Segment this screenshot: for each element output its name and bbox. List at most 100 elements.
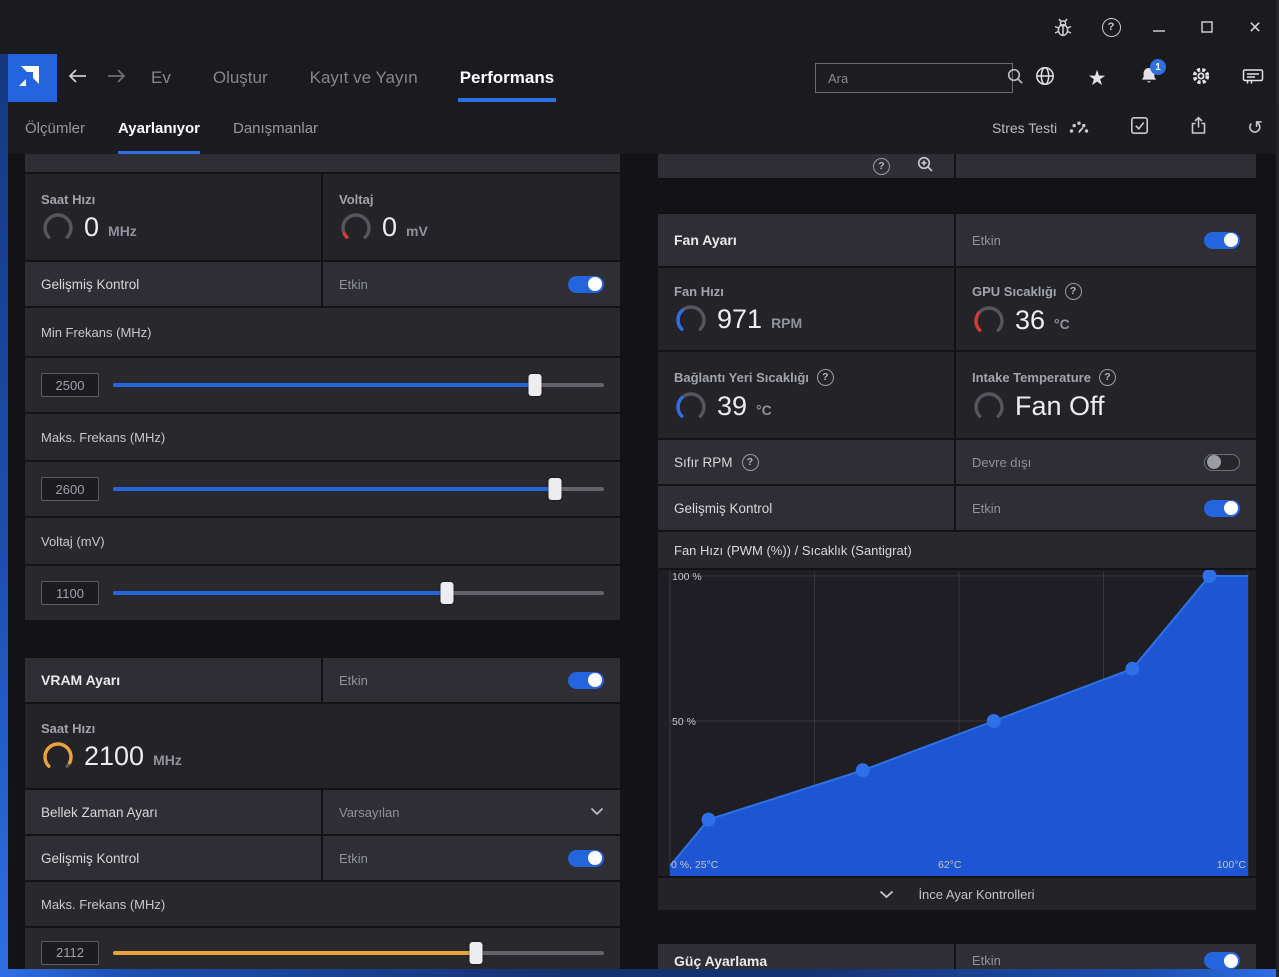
gpu-device-button[interactable] bbox=[1227, 54, 1279, 102]
share-export-button[interactable] bbox=[1188, 115, 1209, 141]
vram-clock-value: 2100 bbox=[84, 741, 145, 771]
min-freq-slider[interactable] bbox=[113, 374, 604, 396]
search-input[interactable] bbox=[826, 69, 1006, 87]
fan-curve-plot[interactable] bbox=[658, 570, 1256, 876]
vram-toggle[interactable] bbox=[568, 671, 604, 689]
fan-toggle[interactable] bbox=[1204, 231, 1240, 249]
intake-temp-metric: Intake Temperature ? Fan Off bbox=[956, 352, 1256, 438]
gpu-temp-help-icon[interactable]: ? bbox=[1064, 282, 1082, 300]
fan-curve-point[interactable] bbox=[986, 714, 1001, 728]
minimize-icon bbox=[1150, 18, 1168, 36]
tab-create[interactable]: Oluştur bbox=[212, 68, 268, 87]
maximize-button[interactable] bbox=[1183, 6, 1231, 48]
gpu-advanced-control-toggle[interactable] bbox=[568, 275, 604, 293]
tab-tuning[interactable]: Ayarlanıyor bbox=[118, 102, 200, 154]
stress-test-button[interactable]: Stres Testi bbox=[992, 117, 1091, 140]
tab-record-stream[interactable]: Kayıt ve Yayın bbox=[309, 68, 418, 87]
vram-clock-label: Saat Hızı bbox=[41, 720, 96, 736]
vram-max-freq-label: Maks. Frekans (MHz) bbox=[41, 896, 166, 912]
voltage-slider-label: Voltaj (mV) bbox=[41, 533, 105, 549]
tab-home[interactable]: Ev bbox=[151, 68, 171, 87]
forward-button[interactable] bbox=[97, 54, 137, 102]
web-browser-button[interactable] bbox=[1019, 54, 1071, 102]
fan-curve-chart[interactable]: 100 % 50 % 0 %, 25°C 62°C 100°C bbox=[658, 570, 1256, 876]
tab-metrics[interactable]: Ölçümler bbox=[25, 119, 86, 137]
max-freq-input[interactable] bbox=[41, 477, 99, 501]
clipped-row-top-right: ? bbox=[658, 154, 1256, 178]
gpu-clock-metric: Saat Hızı 0 MHz bbox=[25, 174, 323, 260]
zero-rpm-label: Sıfır RPM bbox=[674, 454, 733, 470]
zero-rpm-toggle[interactable] bbox=[1204, 453, 1240, 471]
memory-timing-dropdown[interactable]: Varsayılan bbox=[323, 790, 620, 834]
apply-profile-button[interactable] bbox=[1129, 115, 1150, 141]
fan-curve-title: Fan Hızı (PWM (%)) / Sıcaklık (Santigrat… bbox=[674, 542, 912, 558]
help-circle-icon[interactable]: ? bbox=[873, 157, 890, 175]
fan-curve-point[interactable] bbox=[701, 812, 716, 827]
tab-performance[interactable]: Performans bbox=[457, 54, 557, 102]
forward-arrow-icon bbox=[106, 67, 128, 90]
fan-status: Etkin bbox=[972, 232, 1001, 248]
vram-max-freq-slider[interactable] bbox=[113, 941, 604, 964]
back-button[interactable] bbox=[57, 54, 97, 102]
power-toggle[interactable] bbox=[1204, 952, 1240, 969]
close-button[interactable]: × bbox=[1231, 6, 1279, 48]
title-bar: ? × bbox=[0, 0, 1279, 54]
vram-advanced-control-row: Gelişmiş Kontrol Etkin bbox=[25, 836, 620, 880]
tab-advisors[interactable]: Danışmanlar bbox=[233, 119, 319, 137]
vram-clock-gauge-icon bbox=[41, 740, 75, 774]
vram-advanced-control-toggle[interactable] bbox=[568, 849, 604, 867]
min-freq-label-row: Min Frekans (MHz) bbox=[25, 308, 620, 356]
fan-advanced-control-status: Etkin bbox=[972, 500, 1001, 516]
bug-report-button[interactable] bbox=[1039, 6, 1087, 48]
settings-button[interactable] bbox=[1175, 54, 1227, 102]
fan-advanced-control-label: Gelişmiş Kontrol bbox=[674, 500, 773, 516]
junction-temp-help-icon[interactable]: ? bbox=[816, 368, 834, 386]
fan-speed-gauge-icon bbox=[674, 303, 708, 337]
zero-rpm-status: Devre dışı bbox=[972, 454, 1032, 470]
help-button[interactable]: ? bbox=[1087, 6, 1135, 48]
maximize-icon bbox=[1198, 18, 1216, 36]
voltage-input[interactable] bbox=[41, 581, 99, 605]
amd-adrenalin-logo-icon bbox=[14, 61, 44, 96]
x-tick-left: 0 %, 25°C bbox=[671, 859, 719, 871]
zero-rpm-row: Sıfır RPM ? Devre dışı bbox=[658, 440, 1256, 484]
intake-temp-help-icon[interactable]: ? bbox=[1098, 368, 1116, 386]
globe-icon bbox=[1034, 65, 1056, 92]
fan-curve-point[interactable] bbox=[855, 763, 870, 778]
max-freq-label: Maks. Frekans (MHz) bbox=[41, 429, 166, 445]
gpu-temp-gauge-icon bbox=[972, 304, 1006, 338]
min-freq-slider-handle[interactable] bbox=[528, 374, 542, 396]
vram-max-freq-input[interactable] bbox=[41, 940, 99, 965]
voltage-slider-handle[interactable] bbox=[440, 582, 454, 604]
favorites-button[interactable]: ★ bbox=[1071, 54, 1123, 102]
fan-advanced-control-toggle[interactable] bbox=[1204, 499, 1240, 517]
min-freq-input[interactable] bbox=[41, 373, 99, 397]
zero-rpm-help-icon[interactable]: ? bbox=[741, 453, 759, 471]
fan-curve-point[interactable] bbox=[1202, 570, 1217, 583]
memory-timing-value: Varsayılan bbox=[339, 804, 400, 820]
voltage-slider[interactable] bbox=[113, 582, 604, 604]
window-accent-bottom bbox=[0, 969, 1279, 977]
max-freq-slider-handle[interactable] bbox=[548, 478, 562, 500]
vram-advanced-control-label: Gelişmiş Kontrol bbox=[41, 850, 140, 866]
gpu-voltage-label: Voltaj bbox=[339, 191, 374, 207]
reset-button[interactable]: ↺ bbox=[1247, 119, 1263, 138]
y-tick-50: 50 % bbox=[672, 716, 696, 728]
vram-clock-row: Saat Hızı 2100 MHz bbox=[25, 704, 620, 788]
advanced-control-status: Etkin bbox=[339, 276, 368, 292]
intake-temp-value: Fan Off bbox=[1015, 391, 1105, 421]
notifications-button[interactable]: 1 bbox=[1123, 54, 1175, 102]
vram-max-freq-slider-handle[interactable] bbox=[469, 941, 483, 964]
minimize-button[interactable] bbox=[1135, 6, 1183, 48]
clipped-row-top-left bbox=[25, 154, 620, 172]
fine-tuning-expander[interactable]: İnce Ayar Kontrolleri bbox=[658, 878, 1256, 910]
gpu-card-icon bbox=[1241, 65, 1265, 92]
max-freq-slider[interactable] bbox=[113, 478, 604, 500]
fan-curve-point[interactable] bbox=[1125, 661, 1140, 676]
search-box[interactable] bbox=[815, 63, 1023, 93]
app-logo[interactable] bbox=[0, 54, 57, 102]
zoom-magnifier-icon[interactable] bbox=[916, 155, 934, 178]
fan-curve-title-row: Fan Hızı (PWM (%)) / Sıcaklık (Santigrat… bbox=[658, 532, 1256, 568]
junction-temp-label: Bağlantı Yeri Sıcaklığı bbox=[674, 369, 809, 385]
